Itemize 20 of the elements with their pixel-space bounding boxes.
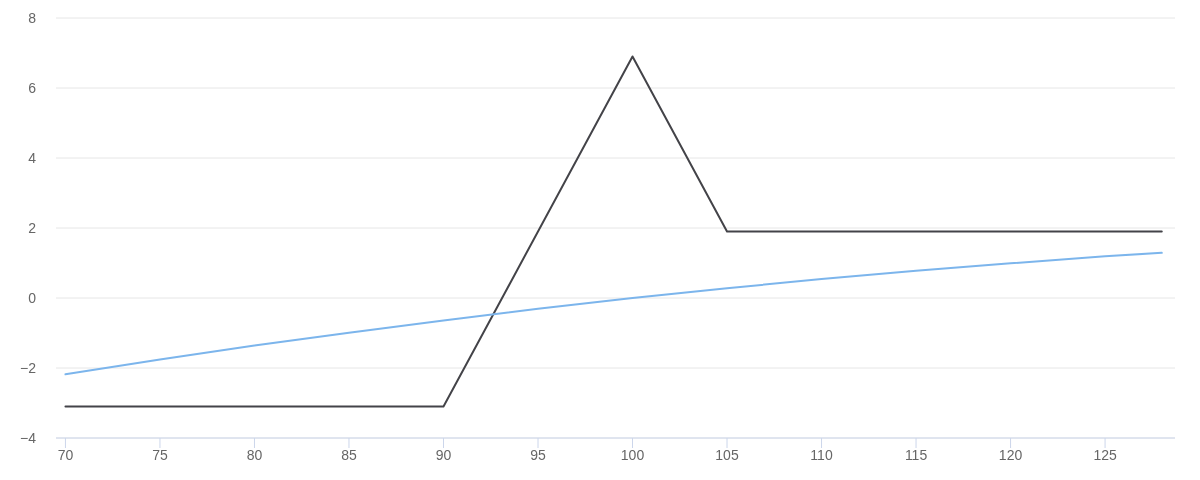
x-tick-label: 105 (715, 446, 739, 463)
x-tick-label: 100 (620, 446, 645, 463)
x-tick-label: 75 (152, 446, 168, 463)
y-tick-label: 2 (28, 219, 37, 236)
x-tick-label: 125 (1093, 446, 1117, 463)
x-tick-label: 120 (998, 446, 1023, 463)
y-tick-label: −4 (20, 429, 37, 446)
x-tick-label: 85 (341, 446, 357, 463)
x-tick-label: 80 (246, 446, 263, 463)
x-tick-label: 115 (904, 446, 928, 463)
x-tick-label: 95 (530, 446, 546, 463)
y-tick-label: −2 (20, 359, 37, 376)
x-tick-label: 110 (810, 446, 833, 463)
y-tick-label: 0 (28, 289, 37, 306)
line-series (64, 251, 1163, 376)
y-tick-label: 4 (28, 149, 37, 166)
y-tick-label: 8 (28, 9, 37, 26)
y-tick-label: 6 (28, 79, 37, 96)
x-tick-label: 90 (435, 446, 452, 463)
x-tick-label: 70 (57, 446, 74, 463)
